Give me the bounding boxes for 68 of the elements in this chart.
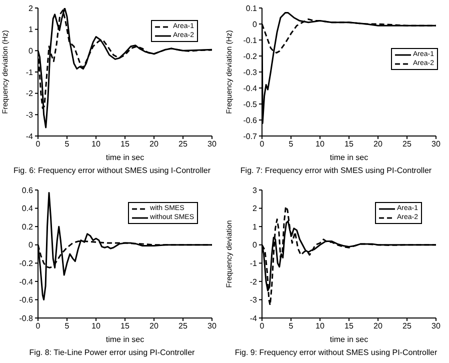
y-tick-label: -0.8 [19, 314, 34, 323]
y-tick-label: 0.4 [22, 204, 34, 214]
x-tick-label: 10 [316, 140, 325, 149]
x-tick-label: 0 [260, 140, 265, 149]
y-tick-label: -2 [26, 89, 34, 98]
y-tick-label: -1 [250, 258, 258, 268]
y-tick-label: -3 [26, 110, 34, 120]
y-tick-label: 0 [28, 240, 34, 250]
text: Fig. 8: Tie-Line Power error using PI-Controller [28, 348, 196, 357]
x-tick-label: 0 [260, 322, 265, 331]
y-tick-label: 0 [252, 240, 258, 250]
y-tick-label: -0.7 [243, 132, 258, 141]
x-tick-label: 10 [92, 322, 101, 331]
x-tick-label: 25 [402, 140, 412, 149]
y-tick-label: -0.5 [243, 100, 258, 109]
y-tick-label: -4 [250, 314, 258, 323]
text: Fig. 7: Frequency error with SMES using PI-Controller [239, 166, 433, 175]
x-axis-title: time in sec [330, 153, 368, 162]
y-tick-label: -0.4 [243, 84, 258, 93]
x-tick-label: 20 [374, 322, 383, 331]
x-tick-label: 0 [36, 140, 41, 149]
y-tick-label: 3 [252, 186, 258, 195]
y-tick-label: 1 [28, 25, 34, 34]
x-tick-label: 5 [288, 140, 294, 149]
y-tick-label: 1 [252, 222, 258, 232]
y-tick-label: 0.6 [22, 186, 34, 195]
x-tick-label: 10 [316, 322, 325, 331]
x-tick-label: 0 [36, 322, 41, 331]
x-axis-title: time in sec [106, 335, 144, 344]
y-tick-label: -1 [26, 68, 34, 77]
y-tick-label: 0 [28, 46, 34, 56]
x-tick-label: 15 [120, 322, 130, 331]
text: Fig. 9: Frequency error without SMES using PI-Controller [234, 348, 438, 357]
y-tick-label: 0 [252, 20, 258, 29]
x-tick-label: 5 [288, 322, 294, 331]
x-axis-title: time in sec [106, 153, 144, 162]
y-tick-label: -0.6 [19, 296, 34, 305]
x-tick-label: 15 [344, 140, 354, 149]
y-tick-label: -0.3 [243, 68, 258, 77]
y-tick-label: 0.2 [22, 222, 34, 232]
y-tick-label: -0.1 [243, 36, 258, 45]
y-tick-label: 2 [28, 4, 34, 13]
y-tick-label: -2 [250, 277, 258, 286]
x-tick-label: 15 [120, 140, 130, 149]
y-tick-label: -3 [250, 296, 258, 305]
x-tick-label: 30 [432, 140, 441, 149]
y-tick-label: -0.6 [243, 116, 258, 125]
x-tick-label: 25 [402, 322, 412, 331]
y-tick-label: -4 [26, 132, 34, 141]
y-tick-label: -0.2 [243, 52, 258, 61]
x-tick-label: 25 [178, 322, 188, 331]
x-tick-label: 20 [374, 140, 383, 149]
y-tick-label: -0.4 [19, 277, 34, 286]
x-tick-label: 30 [208, 322, 217, 331]
x-tick-label: 5 [64, 322, 70, 331]
x-tick-label: 30 [432, 322, 441, 331]
x-tick-label: 5 [64, 140, 70, 149]
x-tick-label: 20 [150, 322, 159, 331]
x-tick-label: 15 [344, 322, 354, 331]
x-tick-label: 10 [92, 140, 101, 149]
y-tick-label: 2 [252, 204, 258, 214]
text: Fig. 6: Frequency error without SMES using I-Controller [12, 166, 212, 175]
y-tick-label: -0.2 [19, 258, 34, 268]
x-tick-label: 20 [150, 140, 159, 149]
y-tick-label: 0.1 [246, 4, 258, 13]
x-tick-label: 30 [208, 140, 217, 149]
x-tick-label: 25 [178, 140, 188, 149]
x-axis-title: time in sec [330, 335, 368, 344]
